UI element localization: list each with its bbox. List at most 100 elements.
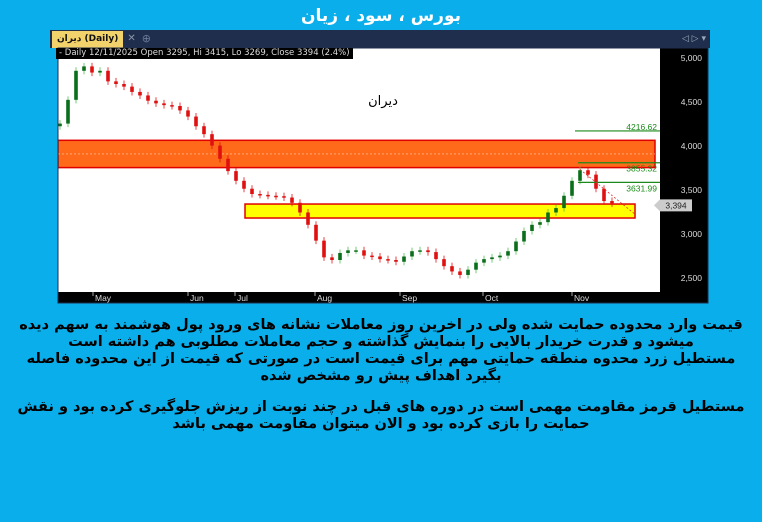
- candle-body: [306, 212, 310, 225]
- candle-body: [570, 180, 574, 196]
- candle-body: [538, 222, 542, 225]
- x-tick-label: Sep: [402, 293, 417, 303]
- chart-frame: [57, 47, 709, 304]
- x-tick-label: Oct: [485, 293, 499, 303]
- candle-body: [474, 262, 478, 270]
- analysis-text-line: مستطیل زرد محدوه منطقه حمایتی مهم برای ق…: [26, 351, 736, 367]
- candle-body: [594, 174, 598, 189]
- candle-body: [522, 230, 526, 242]
- plus-circle-icon[interactable]: ⊕: [141, 32, 151, 45]
- candle-body: [226, 158, 230, 172]
- candle-body: [194, 116, 198, 127]
- analysis-text-line: حمایت را بازی کرده بود و الان میتوان مقا…: [172, 416, 590, 432]
- candle-body: [410, 251, 414, 257]
- candle-body: [346, 250, 350, 253]
- x-tick-label: Jul: [237, 293, 248, 303]
- candle-body: [426, 250, 430, 253]
- plot-area: [58, 48, 660, 292]
- page-title: بورس ، سود ، زیان: [300, 6, 462, 26]
- candle-body: [378, 256, 382, 260]
- candle-body: [586, 170, 590, 175]
- candle-body: [402, 256, 406, 262]
- candle-body: [282, 196, 286, 198]
- candle-body: [146, 95, 150, 101]
- candle-body: [162, 103, 166, 106]
- date-axis: [58, 292, 660, 303]
- candle-body: [178, 106, 182, 111]
- candle-body: [530, 224, 534, 231]
- y-tick-label: 3,500: [681, 185, 703, 195]
- candle-body: [466, 269, 470, 275]
- analysis-text-line: بگیرد اهداف پیش رو مشخص شده: [260, 368, 502, 384]
- candle-body: [218, 145, 222, 159]
- candle-body: [554, 208, 558, 213]
- candle-body: [434, 252, 438, 260]
- candle-body: [130, 86, 134, 92]
- candle-body: [498, 255, 502, 258]
- analysis-text: قیمت وارد محدوده حمایت شده ولی در اخرین …: [6, 317, 756, 447]
- candle-body: [442, 259, 446, 267]
- candle-body: [322, 240, 326, 258]
- candle-body: [546, 212, 550, 223]
- candle-body: [138, 91, 142, 96]
- candle-body: [338, 252, 342, 260]
- analysis-text-line: مستطیل قرمز مقاومت مهمی است در دوره های …: [17, 399, 745, 415]
- candle-body: [210, 134, 214, 146]
- x-tick-label: Nov: [574, 293, 590, 303]
- level-label: 3631.99: [626, 183, 657, 193]
- y-tick-label: 4,000: [681, 141, 703, 151]
- candle-body: [186, 110, 190, 117]
- candle-body: [610, 201, 614, 204]
- tab-nav[interactable]: ◁ ▷ ▾: [682, 30, 706, 48]
- candle-body: [418, 250, 422, 252]
- candle-body: [394, 260, 398, 262]
- candle-body: [82, 66, 86, 71]
- candle-body: [170, 105, 174, 107]
- analysis-paragraph: مستطیل قرمز مقاومت مهمی است در دوره های …: [6, 399, 756, 433]
- chart-symbol-label: دیران: [368, 94, 398, 109]
- candle-body: [362, 250, 366, 256]
- candle-body: [450, 266, 454, 272]
- ohlc-info-bar: - Daily 12/11/2025 Open 3295, Hi 3415, L…: [56, 48, 353, 59]
- x-tick-label: Jun: [190, 293, 204, 303]
- candle-body: [562, 195, 566, 209]
- candle-body: [490, 257, 494, 260]
- candle-body: [242, 180, 246, 189]
- y-tick-label: 4,500: [681, 97, 703, 107]
- candle-body: [250, 188, 254, 194]
- candle-body: [74, 70, 78, 100]
- candle-body: [274, 195, 278, 198]
- last-price-tag: [654, 199, 692, 212]
- chevron-down-icon[interactable]: ▾: [701, 34, 706, 44]
- support-zone: [244, 203, 636, 219]
- candle-body: [66, 99, 70, 124]
- candle-body: [114, 81, 118, 84]
- candle-body: [298, 202, 302, 213]
- y-tick-label: 2,500: [681, 273, 703, 283]
- triangle-right-icon[interactable]: ▷: [691, 34, 699, 44]
- candle-body: [90, 66, 94, 73]
- last-price-label: 3,394: [665, 200, 687, 210]
- close-icon[interactable]: ✕: [127, 33, 136, 44]
- triangle-left-icon[interactable]: ◁: [681, 34, 689, 44]
- candle-body: [354, 250, 358, 252]
- x-tick-label: Aug: [317, 293, 332, 303]
- candle-body: [386, 259, 390, 261]
- candle-body: [266, 194, 270, 197]
- candle-body: [458, 271, 462, 275]
- candle-body: [154, 100, 158, 104]
- chart-tab-bar: دیران (Daily) ✕ ⊕ ◁ ▷ ▾: [50, 30, 710, 48]
- candle-body: [234, 171, 238, 181]
- analysis-text-line: میشود و قدرت خریدار بالایی را بنمایش گذا…: [68, 334, 694, 350]
- y-tick-label: 5,000: [681, 53, 703, 63]
- candle-body: [482, 259, 486, 263]
- chart-left-edge: [50, 48, 58, 303]
- candle-body: [370, 255, 374, 258]
- candle-body: [330, 257, 334, 260]
- candle-body: [106, 70, 110, 82]
- price-chart[interactable]: May Jun Jul Aug Sep Oct Nov 5,000 4,500 4,000 3,50…: [50, 30, 710, 305]
- analysis-paragraph: قیمت وارد محدوده حمایت شده ولی در اخرین …: [6, 317, 756, 385]
- candle-body: [202, 126, 206, 135]
- chart-tab[interactable]: دیران (Daily): [52, 30, 124, 48]
- level-label: 3855.32: [626, 164, 657, 174]
